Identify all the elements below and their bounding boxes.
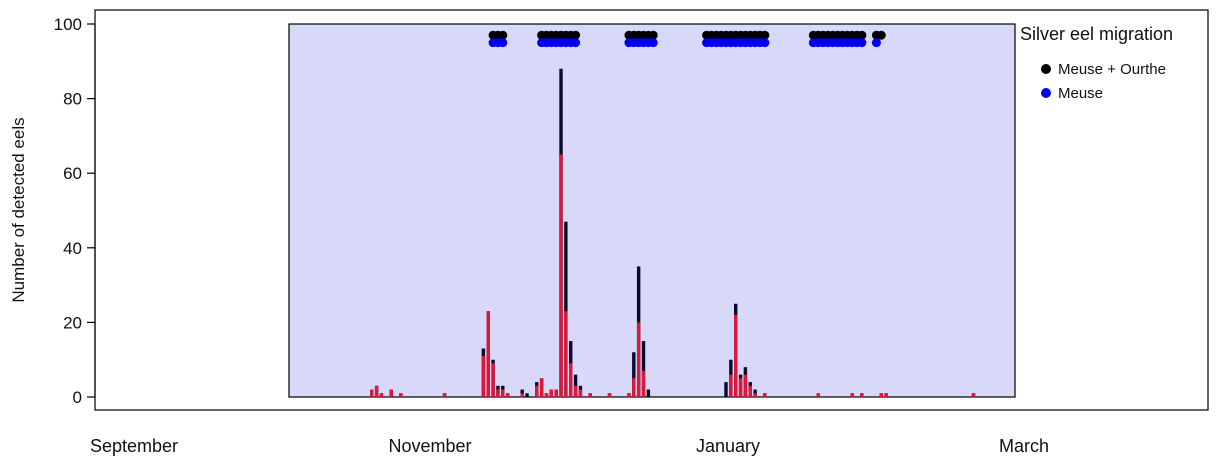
x-tick-labels: September November January March xyxy=(90,436,1049,456)
bar-total-nov-29 xyxy=(564,221,568,397)
bars-layer xyxy=(370,68,976,397)
point-meuse-feb-1 xyxy=(871,38,881,48)
bar-meuse-jan-7 xyxy=(753,393,757,397)
bar-meuse-feb-21 xyxy=(971,393,976,397)
bar-total-jan-1 xyxy=(724,382,728,397)
bar-meuse-nov-12 xyxy=(481,355,486,397)
bar-meuse-dec-2 xyxy=(578,389,583,397)
bar-meuse-oct-22 xyxy=(379,393,384,397)
legend-title: Silver eel migration xyxy=(1020,24,1173,44)
bar-meuse-nov-4 xyxy=(442,393,447,397)
bar-meuse-jan-5 xyxy=(743,374,748,397)
bar-meuse-jan-3 xyxy=(734,314,738,397)
point-meuse-ourthe-nov-16 xyxy=(498,30,508,40)
y-tick-label-100: 100 xyxy=(54,15,82,34)
bar-meuse-feb-2 xyxy=(879,393,883,397)
x-tick-label-march: March xyxy=(999,436,1049,456)
bar-meuse-dec-1 xyxy=(573,385,578,397)
bar-meuse-jan-29 xyxy=(860,393,864,397)
x-tick-label-september: September xyxy=(90,436,178,456)
y-tick-label-60: 60 xyxy=(63,164,82,183)
bar-meuse-dec-12 xyxy=(627,393,631,397)
point-meuse-ourthe-jan-9 xyxy=(760,30,770,40)
bar-meuse-nov-13 xyxy=(486,311,490,397)
bar-meuse-nov-16 xyxy=(501,389,505,397)
x-tick-label-january: January xyxy=(696,436,760,456)
bar-meuse-nov-20 xyxy=(520,393,524,397)
bar-meuse-dec-13 xyxy=(632,378,636,397)
point-meuse-dec-17 xyxy=(648,38,658,48)
y-axis-label: Number of detected eels xyxy=(9,117,28,302)
point-meuse-ourthe-dec-1 xyxy=(571,30,581,40)
bar-meuse-nov-14 xyxy=(491,363,495,397)
y-axis: 0 20 40 60 80 100 xyxy=(54,15,96,407)
bar-total-nov-21 xyxy=(525,393,529,397)
legend-label-meuse-ourthe: Meuse + Ourthe xyxy=(1058,61,1166,78)
bar-total-dec-15 xyxy=(641,341,646,397)
bar-meuse-oct-20 xyxy=(370,389,374,397)
bar-meuse-jan-4 xyxy=(738,378,743,397)
bar-meuse-nov-17 xyxy=(505,393,510,397)
bar-meuse-nov-25 xyxy=(544,393,549,397)
bar-meuse-dec-8 xyxy=(607,393,612,397)
points-layer xyxy=(488,30,886,48)
bar-meuse-nov-23 xyxy=(535,385,539,397)
bar-total-dec-13 xyxy=(632,352,636,397)
bar-meuse-jan-20 xyxy=(816,393,820,397)
bar-meuse-jan-9 xyxy=(763,393,767,397)
legend: Silver eel migration Meuse + Ourthe Meus… xyxy=(1020,24,1173,102)
bar-meuse-nov-26 xyxy=(549,389,554,397)
bar-meuse-nov-30 xyxy=(569,363,573,397)
bar-meuse-feb-3 xyxy=(884,393,888,397)
point-meuse-ourthe-dec-17 xyxy=(648,30,658,40)
point-meuse-ourthe-jan-29 xyxy=(857,30,867,40)
point-meuse-ourthe-feb-2 xyxy=(876,30,886,40)
bar-meuse-jan-2 xyxy=(729,374,733,397)
point-meuse-jan-9 xyxy=(760,38,770,48)
bar-meuse-dec-14 xyxy=(636,322,641,397)
bar-meuse-dec-15 xyxy=(641,370,646,397)
bar-meuse-nov-28 xyxy=(559,154,563,397)
bar-meuse-jan-6 xyxy=(748,385,752,397)
y-tick-label-80: 80 xyxy=(63,90,82,109)
bar-meuse-nov-24 xyxy=(539,378,544,397)
y-tick-label-40: 40 xyxy=(63,239,82,258)
point-meuse-nov-16 xyxy=(498,38,508,48)
bar-meuse-nov-27 xyxy=(554,389,558,397)
bar-meuse-nov-29 xyxy=(564,311,568,397)
point-meuse-jan-29 xyxy=(857,38,867,48)
bar-meuse-oct-21 xyxy=(374,385,379,397)
bar-meuse-nov-15 xyxy=(496,389,500,397)
y-tick-label-20: 20 xyxy=(63,313,82,332)
legend-marker-meuse xyxy=(1041,88,1051,98)
bar-meuse-jan-27 xyxy=(850,393,854,397)
point-meuse-dec-1 xyxy=(571,38,581,48)
legend-marker-meuse-ourthe xyxy=(1041,64,1051,74)
bar-meuse-oct-26 xyxy=(399,393,403,397)
x-tick-label-november: November xyxy=(388,436,471,456)
bar-meuse-dec-4 xyxy=(588,393,592,397)
legend-label-meuse: Meuse xyxy=(1058,85,1103,102)
shaded-panel xyxy=(288,23,1016,398)
bar-total-dec-16 xyxy=(646,389,651,397)
y-tick-label-0: 0 xyxy=(73,388,82,407)
bar-meuse-oct-24 xyxy=(389,389,393,397)
